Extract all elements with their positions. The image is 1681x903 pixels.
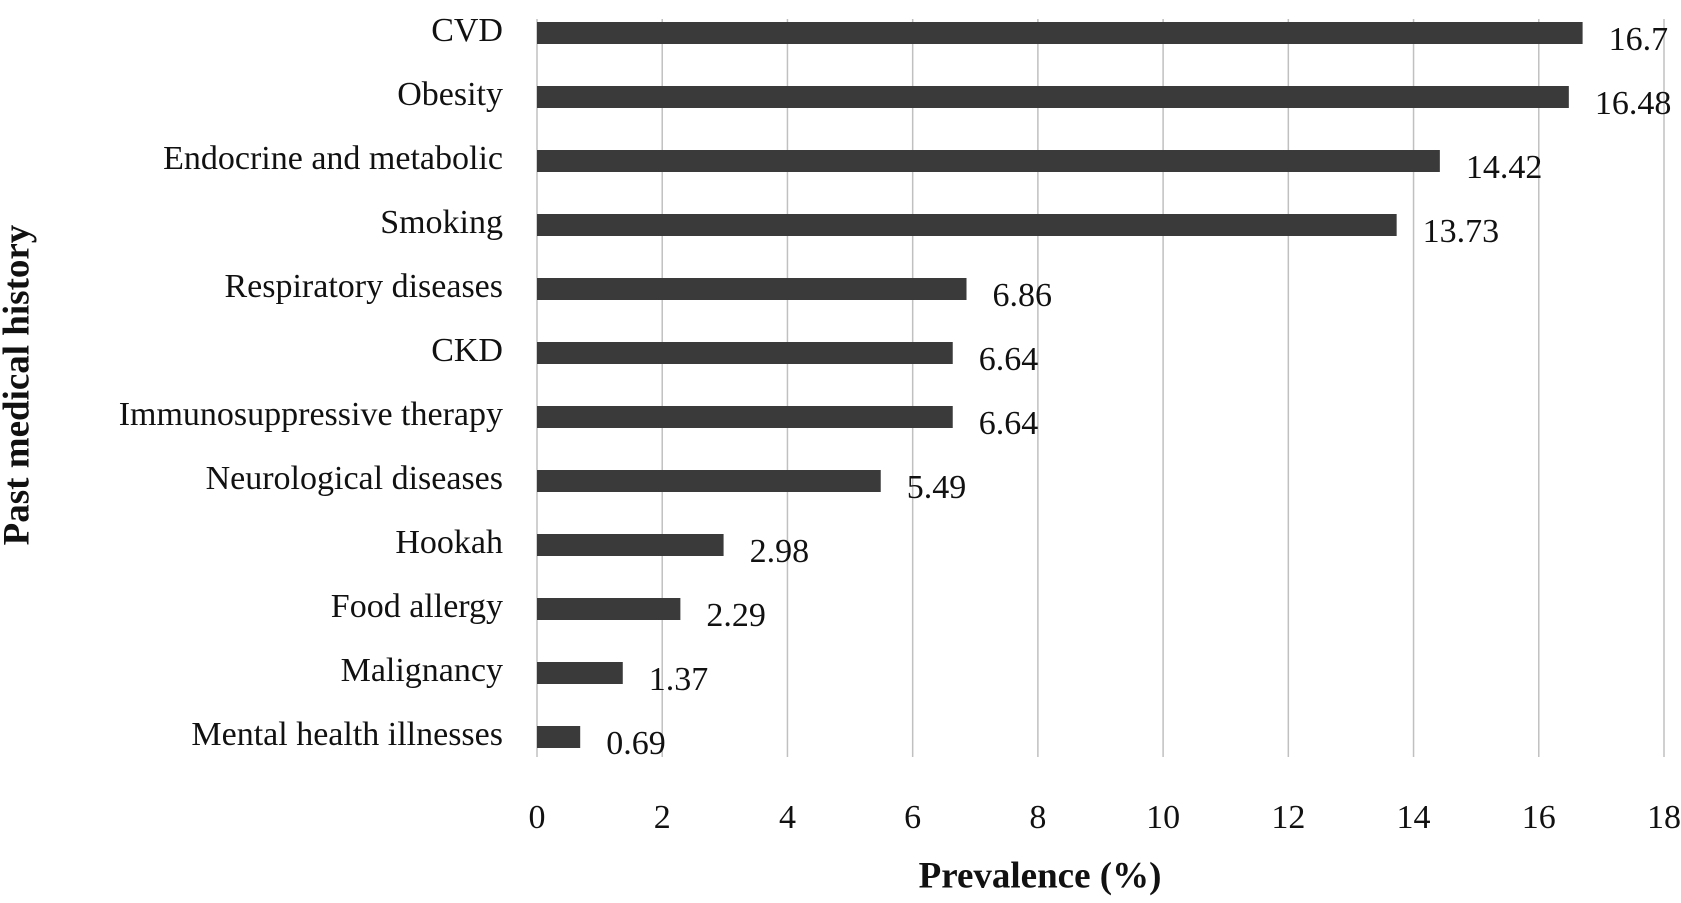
- x-axis-title: Prevalence (%): [919, 855, 1162, 896]
- x-tick-label: 10: [1146, 799, 1180, 836]
- data-label: 13.73: [1423, 213, 1500, 250]
- data-label: 14.42: [1466, 149, 1543, 186]
- data-label: 1.37: [649, 661, 709, 698]
- y-tick-label: Smoking: [380, 204, 503, 241]
- data-label: 6.64: [979, 405, 1039, 442]
- data-label: 16.48: [1595, 85, 1672, 122]
- y-tick-label: Obesity: [397, 76, 503, 113]
- x-tick-label: 18: [1647, 799, 1681, 836]
- x-tick-label: 0: [529, 799, 546, 836]
- y-tick-label: Malignancy: [341, 652, 503, 689]
- x-tick-label: 8: [1029, 799, 1046, 836]
- x-tick-label: 2: [654, 799, 671, 836]
- x-tick-label: 4: [779, 799, 796, 836]
- y-tick-label: CVD: [431, 12, 503, 49]
- data-label: 5.49: [907, 469, 967, 506]
- y-tick-label: Hookah: [395, 524, 503, 561]
- bar: [537, 598, 681, 620]
- bar: [537, 470, 881, 492]
- x-tick-label: 16: [1522, 799, 1556, 836]
- data-label: 6.86: [993, 277, 1053, 314]
- bar: [537, 214, 1397, 236]
- data-label: 2.98: [750, 533, 810, 570]
- y-axis-title: Past medical history: [0, 224, 37, 545]
- bar: [537, 22, 1583, 44]
- y-tick-label: Endocrine and metabolic: [163, 140, 503, 177]
- x-tick-label: 14: [1397, 799, 1431, 836]
- bar: [537, 278, 967, 300]
- bar: [537, 150, 1440, 172]
- data-label: 6.64: [979, 341, 1039, 378]
- y-tick-label: Immunosuppressive therapy: [119, 396, 503, 433]
- x-tick-label: 12: [1271, 799, 1305, 836]
- x-tick-label: 6: [904, 799, 921, 836]
- data-label: 2.29: [706, 597, 766, 634]
- bar: [537, 662, 623, 684]
- y-tick-label: Respiratory diseases: [224, 268, 503, 305]
- bar: [537, 726, 581, 748]
- data-label: 0.69: [606, 725, 666, 762]
- bar: [537, 406, 953, 428]
- y-tick-label: CKD: [431, 332, 503, 369]
- bar: [537, 342, 953, 364]
- bar: [537, 534, 724, 556]
- bar: [537, 86, 1569, 108]
- data-label: 16.7: [1609, 21, 1669, 58]
- y-tick-label: Mental health illnesses: [191, 716, 503, 753]
- y-tick-label: Food allergy: [331, 588, 503, 625]
- y-tick-label: Neurological diseases: [206, 460, 503, 497]
